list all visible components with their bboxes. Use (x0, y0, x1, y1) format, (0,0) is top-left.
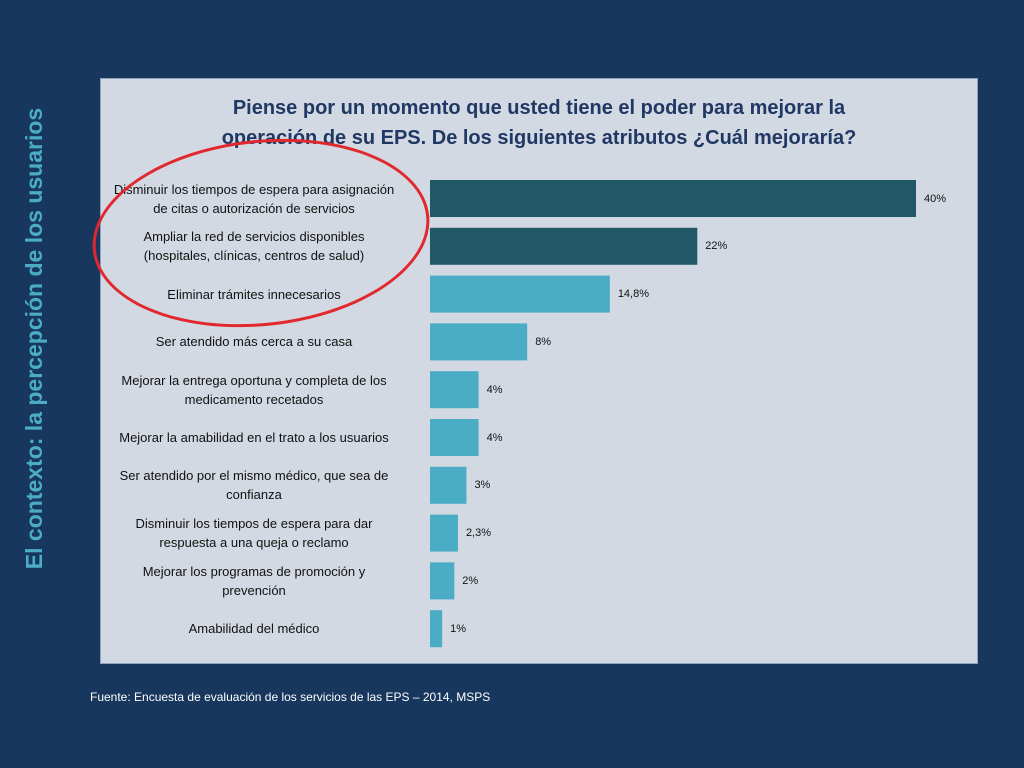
category-label-4: Ser atendido más cerca a su casa (94, 332, 414, 351)
category-label-line: Mejorar la amabilidad en el trato a los … (119, 430, 389, 445)
value-label-8: 2,3% (465, 527, 492, 540)
category-label-7: Ser atendido por el mismo médico, que se… (94, 466, 414, 504)
category-label-line: Amabilidad del médico (188, 621, 320, 637)
value-label-3: 14,8% (617, 288, 650, 301)
value-label-2: 22% (705, 240, 728, 253)
bar-9 (430, 562, 455, 600)
category-label-line: de citas o autorización de servicios (153, 200, 355, 216)
chart-title-line-2: operación de su EPS. De los siguientes a… (221, 127, 857, 149)
bar-5 (430, 371, 479, 409)
category-label-line: Mejorar los programas de promoción y (142, 563, 366, 579)
bar-3 (430, 275, 610, 313)
category-label-line: Disminuir los tiempos de espera para asi… (113, 181, 395, 197)
category-label-line: Ampliar la red de servicios disponibles (143, 229, 365, 245)
bar-6 (430, 419, 479, 456)
chart-title: Piense por un momento que usted tiene el… (101, 93, 977, 153)
category-label-line: Eliminar trámites innecesarios (167, 286, 341, 302)
value-label-7: 3% (474, 479, 491, 492)
category-label-line: prevención (222, 582, 286, 598)
side-title-text: El contexto: la percepción de los usuari… (21, 107, 48, 569)
bar-4 (430, 323, 528, 361)
value-label-4: 8% (535, 335, 552, 348)
category-label-line: Ser atendido más cerca a su casa (155, 334, 353, 350)
category-label-1: Disminuir los tiempos de espera para asi… (94, 180, 414, 218)
source-note: Fuente: Encuesta de evaluación de los se… (90, 690, 491, 704)
value-label-10: 1% (450, 622, 467, 635)
side-title: El contexto: la percepción de los usuari… (10, 98, 60, 578)
category-label-2: Ampliar la red de servicios disponibles (… (94, 227, 414, 265)
bar-2 (430, 227, 698, 265)
value-label-1: 40% (924, 192, 947, 205)
category-label-9: Mejorar los programas de promoción y prev… (94, 562, 414, 600)
bar-7 (430, 466, 467, 504)
chart-panel: Piense por un momento que usted tiene el… (100, 78, 978, 664)
category-label-3: Eliminar trámites innecesarios (94, 285, 414, 304)
bar-chart (430, 180, 916, 648)
category-label-5: Mejorar la entrega oportuna y completa d… (94, 371, 414, 409)
category-label-line: medicamento recetados (184, 391, 324, 407)
category-label-6: Mejorar la amabilidad en el trato a los … (94, 428, 414, 447)
category-label-line: respuesta a una queja o reclamo (159, 535, 349, 551)
category-label-10: Amabilidad del médico (94, 619, 414, 638)
category-label-line: Disminuir los tiempos de espera para dar (135, 516, 373, 532)
bar-10 (430, 610, 443, 648)
bar-8 (430, 514, 458, 552)
category-label-line: confianza (226, 487, 282, 503)
value-label-5: 4% (486, 383, 503, 396)
category-label-line: Ser atendido por el mismo médico, que se… (119, 468, 389, 484)
chart-title-line-1: Piense por un momento que usted tiene el… (232, 97, 846, 119)
bar-1 (430, 180, 916, 217)
value-label-9: 2% (462, 574, 479, 587)
value-label-6: 4% (486, 431, 503, 444)
category-label-line: Mejorar la entrega oportuna y completa d… (121, 372, 387, 388)
category-label-line: (hospitales, clínicas, centros de salud) (143, 248, 365, 264)
category-label-8: Disminuir los tiempos de espera para dar… (94, 514, 414, 552)
